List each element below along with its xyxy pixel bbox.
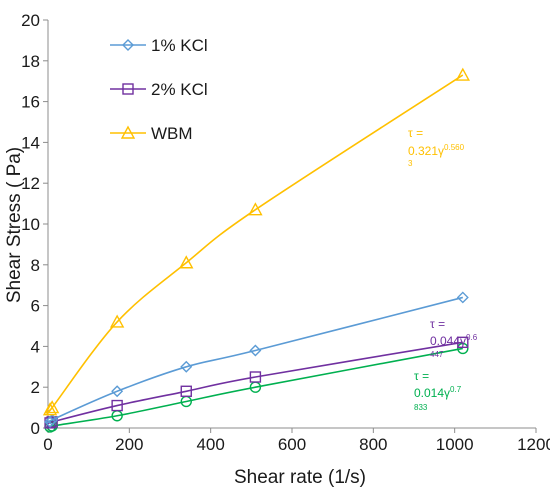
equation-green-line1: τ =	[414, 369, 429, 383]
equation-2kcl-coefficient: 0.044γ	[430, 334, 466, 348]
equation-2kcl-line1: τ =	[430, 317, 445, 331]
series-1-kcl	[44, 291, 469, 428]
legend-item-2-kcl: 2% KCl	[110, 80, 208, 99]
equation-green: τ = 0.014γ0.7 833	[414, 369, 462, 412]
y-tick-label: 12	[21, 174, 40, 193]
equation-wbm-line3: 3	[408, 159, 413, 168]
equation-green-line3: 833	[414, 403, 428, 412]
y-tick-label: 0	[31, 419, 40, 438]
data-point-1-kcl	[249, 344, 262, 357]
legend-label: WBM	[151, 124, 193, 143]
data-point-1-kcl	[456, 291, 469, 304]
data-point-wbm	[248, 202, 263, 216]
y-tick-label: 6	[31, 297, 40, 316]
series-line-circle	[45, 347, 463, 428]
data-point-1-kcl	[111, 385, 124, 398]
equation-wbm: τ = 0.321γ0.560 3	[408, 126, 465, 168]
equation-wbm-coefficient: 0.321γ	[408, 144, 444, 158]
equation-wbm-line2: 0.321γ0.560	[408, 143, 465, 158]
series-line-wbm	[45, 74, 464, 416]
equation-2kcl-line3: 447	[430, 350, 444, 359]
y-tick-label: 14	[21, 133, 40, 152]
legend-label: 2% KCl	[151, 80, 208, 99]
data-point-2-kcl	[249, 371, 262, 383]
series-circle	[44, 342, 469, 433]
y-tick-label: 4	[31, 337, 40, 356]
equation-wbm-exponent: 0.560	[444, 143, 465, 152]
data-point-2-kcl	[111, 399, 123, 412]
data-point-1-kcl	[46, 413, 59, 426]
legend-item-wbm: WBM	[110, 124, 193, 143]
data-point-2-kcl	[457, 336, 469, 349]
equation-2kcl: τ = 0.044γ0.6 447	[430, 317, 478, 359]
x-tick-label: 200	[115, 435, 143, 454]
x-tick-label: 0	[43, 435, 52, 454]
x-tick-label: 400	[196, 435, 224, 454]
y-tick-label: 16	[21, 93, 40, 112]
equation-2kcl-exponent: 0.6	[466, 333, 478, 342]
chart-axes	[43, 19, 537, 433]
data-point-wbm	[42, 402, 58, 416]
y-axis-title: Shear Stress ( Pa)	[4, 147, 25, 303]
legend-marker	[122, 39, 134, 51]
data-point-1-kcl	[180, 360, 193, 373]
x-tick-label: 800	[359, 435, 387, 454]
data-point-wbm	[455, 67, 470, 81]
equation-green-line2: 0.014γ0.7	[414, 385, 462, 400]
data-point-circle	[457, 342, 469, 355]
y-tick-label: 8	[31, 256, 40, 275]
equation-green-exponent: 0.7	[450, 385, 462, 394]
y-tick-label: 2	[31, 378, 40, 397]
data-point-2-kcl	[180, 385, 192, 397]
series-line-2-kcl	[45, 341, 463, 425]
legend-marker	[120, 125, 136, 139]
chart-series	[42, 67, 470, 433]
x-tick-label: 1000	[436, 435, 474, 454]
chart-legend: 1% KCl 2% KCl WBM	[110, 36, 208, 143]
series-wbm	[42, 67, 470, 416]
data-point-wbm	[109, 314, 125, 328]
x-tick-label: 600	[278, 435, 306, 454]
equation-green-coefficient: 0.014γ	[414, 386, 450, 400]
legend-marker	[122, 83, 134, 95]
legend-item-1-kcl: 1% KCl	[110, 36, 208, 55]
data-point-wbm	[44, 400, 60, 414]
data-point-wbm	[179, 255, 194, 269]
equation-2kcl-line2: 0.044γ0.6	[430, 333, 478, 348]
x-axis-title: Shear rate (1/s)	[234, 467, 366, 488]
y-tick-label: 20	[21, 11, 40, 30]
y-tick-labels: 0 2 4 6 8 10 12 14 16 18 20	[21, 11, 40, 438]
y-tick-label: 10	[21, 215, 40, 234]
legend-label: 1% KCl	[151, 36, 208, 55]
equation-wbm-line1: τ =	[408, 126, 423, 140]
y-tick-label: 18	[21, 52, 40, 71]
